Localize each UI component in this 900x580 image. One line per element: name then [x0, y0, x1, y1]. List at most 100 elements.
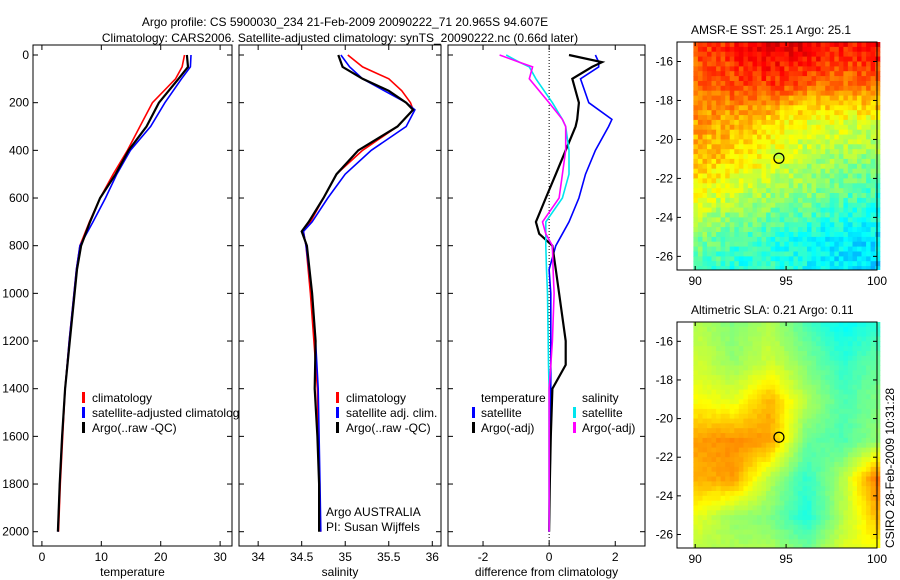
heatmap-cell: [738, 154, 744, 160]
heatmap-cell: [757, 56, 763, 63]
heatmap-cell: [866, 95, 872, 102]
heatmap-cell: [829, 232, 835, 238]
heatmap-cell: [847, 515, 853, 521]
heatmap-cell: [752, 105, 758, 111]
heatmap-cell: [852, 168, 858, 175]
heatmap-cell: [857, 154, 863, 160]
heatmap-cell: [757, 365, 763, 371]
heatmap-cell: [752, 95, 758, 102]
heatmap-cell: [738, 457, 744, 463]
heatmap-cell: [729, 154, 735, 160]
heatmap-cell: [852, 520, 858, 526]
heatmap-cell: [847, 481, 853, 487]
heatmap-cell: [720, 510, 726, 516]
heatmap-cell: [852, 227, 858, 233]
heatmap-cell: [820, 322, 826, 328]
heatmap-cell: [775, 236, 781, 243]
heatmap-cell: [838, 178, 844, 184]
heatmap-cell: [702, 505, 708, 511]
heatmap-cell: [752, 71, 758, 77]
heatmap-cell: [820, 481, 826, 487]
heatmap-cell: [697, 341, 703, 347]
heatmap-cell: [857, 76, 863, 82]
heatmap-cell: [697, 95, 703, 102]
heatmap-cell: [861, 144, 867, 150]
heatmap-cell: [693, 322, 699, 328]
heatmap-cell: [852, 476, 858, 482]
heatmap-cell: [825, 144, 831, 150]
heatmap-cell: [770, 144, 776, 150]
heatmap-cell: [816, 524, 822, 531]
heatmap-cell: [743, 227, 749, 233]
heatmap-cell: [711, 119, 717, 126]
heatmap-cell: [852, 90, 858, 97]
heatmap-cell: [847, 341, 853, 347]
heatmap-cell: [793, 486, 799, 492]
heatmap-cell: [779, 188, 785, 194]
heatmap-cell: [875, 544, 881, 548]
heatmap-cell: [702, 115, 708, 121]
heatmap-cell: [697, 236, 703, 243]
heatmap-cell: [775, 351, 781, 357]
heatmap-cell: [838, 520, 844, 526]
heatmap-cell: [743, 246, 749, 253]
heatmap-cell: [838, 394, 844, 400]
heatmap-cell: [720, 100, 726, 106]
heatmap-cell: [788, 442, 794, 449]
heatmap-cell: [738, 71, 744, 77]
heatmap-cell: [834, 46, 840, 53]
heatmap-cell: [738, 534, 744, 540]
heatmap-cell: [829, 326, 835, 333]
heatmap-cell: [807, 227, 813, 233]
heatmap-cell: [779, 524, 785, 531]
heatmap-cell: [743, 326, 749, 333]
heatmap-cell: [793, 119, 799, 126]
heatmap-cell: [720, 399, 726, 405]
heatmap-cell: [811, 375, 817, 381]
heatmap-cell: [820, 510, 826, 516]
heatmap-cell: [766, 81, 772, 87]
heatmap-cell: [784, 168, 790, 175]
heatmap-cell: [693, 544, 699, 548]
heatmap-cell: [702, 232, 708, 238]
heatmap-cell: [779, 236, 785, 243]
heatmap-cell: [816, 241, 822, 248]
heatmap-cell: [752, 42, 758, 48]
heatmap-cell: [697, 515, 703, 521]
heatmap-cell: [761, 322, 767, 328]
panel-sal: 34 34.5 35 35.5 36salinityclimatologysatelli…: [238, 44, 442, 579]
heatmap-cell: [866, 61, 872, 67]
heatmap-cell: [807, 129, 813, 136]
heatmap-cell: [770, 457, 776, 463]
heatmap-cell: [779, 66, 785, 72]
heatmap-cell: [802, 124, 808, 131]
heatmap-cell: [793, 178, 799, 184]
heatmap-cell: [693, 428, 699, 434]
heatmap-cell: [707, 486, 713, 492]
heatmap-cell: [857, 384, 863, 391]
heatmap-cell: [797, 173, 803, 179]
heatmap-cell: [720, 534, 726, 540]
heatmap-cell: [811, 110, 817, 116]
heatmap-cell: [820, 207, 826, 214]
heatmap-cell: [725, 505, 731, 511]
heatmap-cell: [702, 173, 708, 179]
heatmap-cell: [793, 481, 799, 487]
heatmap-cell: [861, 188, 867, 194]
heatmap-cell: [802, 90, 808, 97]
heatmap-cell: [743, 251, 749, 257]
heatmap-cell: [838, 379, 844, 386]
heatmap-cell: [816, 404, 822, 410]
heatmap-cell: [734, 217, 740, 223]
heatmap-cell: [784, 355, 790, 362]
heatmap-cell: [707, 212, 713, 218]
heatmap-cell: [716, 173, 722, 179]
heatmap-cell: [793, 428, 799, 434]
heatmap-cell: [711, 139, 717, 145]
heatmap-cell: [734, 510, 740, 516]
heatmap-cell: [757, 71, 763, 77]
heatmap-cell: [711, 154, 717, 160]
heatmap-cell: [697, 491, 703, 497]
heatmap-cell: [720, 326, 726, 333]
